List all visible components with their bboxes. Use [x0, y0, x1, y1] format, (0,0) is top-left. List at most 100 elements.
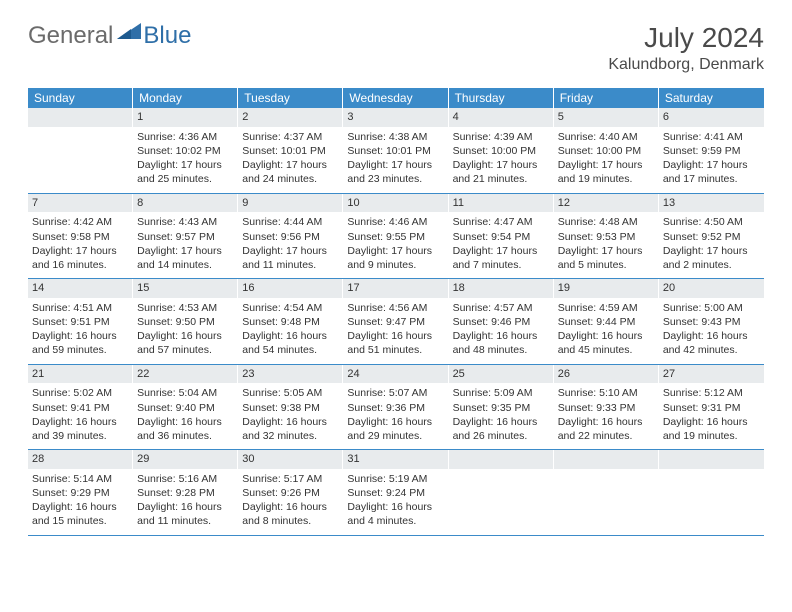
sunrise-line: Sunrise: 5:14 AM	[32, 472, 128, 486]
week-row: 21Sunrise: 5:02 AMSunset: 9:41 PMDayligh…	[28, 365, 764, 451]
daylight-line: Daylight: 16 hours and 36 minutes.	[137, 415, 233, 443]
day-number: 27	[659, 365, 764, 384]
day-cell: 31 Sunrise: 5:19 AMSunset: 9:24 PMDayligh…	[343, 450, 448, 535]
day-cell: 6Sunrise: 4:41 AMSunset: 9:59 PMDaylight…	[659, 108, 764, 193]
sunrise-line: Sunrise: 4:46 AM	[347, 215, 443, 229]
week-row: 7Sunrise: 4:42 AMSunset: 9:58 PMDaylight…	[28, 194, 764, 280]
day-number: 1	[133, 108, 237, 127]
daylight-line: Daylight: 17 hours and 9 minutes.	[347, 244, 443, 272]
sunset-line: Sunset: 9:50 PM	[137, 315, 233, 329]
daylight-line: Daylight: 17 hours and 14 minutes.	[137, 244, 233, 272]
daylight-line: Daylight: 17 hours and 7 minutes.	[453, 244, 549, 272]
sunset-line: Sunset: 9:31 PM	[663, 401, 760, 415]
month-title: July 2024	[608, 22, 764, 54]
sunrise-line: Sunrise: 5:16 AM	[137, 472, 233, 486]
day-cell: 18Sunrise: 4:57 AMSunset: 9:46 PMDayligh…	[449, 279, 554, 364]
daylight-line: Daylight: 17 hours and 17 minutes.	[663, 158, 760, 186]
sunset-line: Sunset: 9:52 PM	[663, 230, 760, 244]
daylight-line: Daylight: 16 hours and 42 minutes.	[663, 329, 760, 357]
sunset-line: Sunset: 9:35 PM	[453, 401, 549, 415]
day-cell: 7Sunrise: 4:42 AMSunset: 9:58 PMDaylight…	[28, 194, 133, 279]
day-cell: 19Sunrise: 4:59 AMSunset: 9:44 PMDayligh…	[554, 279, 659, 364]
weekday-header: Thursday	[449, 88, 554, 108]
weekday-header-row: SundayMondayTuesdayWednesdayThursdayFrid…	[28, 88, 764, 108]
logo-triangle-icon	[117, 21, 141, 39]
week-row: 14Sunrise: 4:51 AMSunset: 9:51 PMDayligh…	[28, 279, 764, 365]
logo: General Blue	[28, 22, 191, 50]
sunrise-line: Sunrise: 5:12 AM	[663, 386, 760, 400]
day-number-empty	[659, 450, 764, 469]
daylight-line: Daylight: 17 hours and 5 minutes.	[558, 244, 654, 272]
day-cell: 20Sunrise: 5:00 AMSunset: 9:43 PMDayligh…	[659, 279, 764, 364]
day-cell: 14Sunrise: 4:51 AMSunset: 9:51 PMDayligh…	[28, 279, 133, 364]
sunset-line: Sunset: 9:57 PM	[137, 230, 233, 244]
sunset-line: Sunset: 9:48 PM	[242, 315, 338, 329]
sunrise-line: Sunrise: 4:44 AM	[242, 215, 338, 229]
sunrise-line: Sunrise: 4:42 AM	[32, 215, 128, 229]
day-cell: 10 Sunrise: 4:46 AMSunset: 9:55 PMDayligh…	[343, 194, 448, 279]
sunset-line: Sunset: 9:55 PM	[347, 230, 443, 244]
daylight-line: Daylight: 16 hours and 15 minutes.	[32, 500, 128, 528]
sunrise-line: Sunrise: 5:19 AM	[347, 472, 443, 486]
day-cell: 29Sunrise: 5:16 AMSunset: 9:28 PMDayligh…	[133, 450, 238, 535]
day-number: 12	[554, 194, 658, 213]
daylight-line: Daylight: 17 hours and 21 minutes.	[453, 158, 549, 186]
day-cell: 23Sunrise: 5:05 AMSunset: 9:38 PMDayligh…	[238, 365, 343, 450]
sunset-line: Sunset: 9:38 PM	[242, 401, 338, 415]
day-cell: 24Sunrise: 5:07 AMSunset: 9:36 PMDayligh…	[343, 365, 448, 450]
day-number: 28	[28, 450, 132, 469]
day-number-empty	[28, 108, 132, 127]
weeks-container: 1Sunrise: 4:36 AMSunset: 10:02 PMDayligh…	[28, 108, 764, 536]
day-number: 2	[238, 108, 342, 127]
sunrise-line: Sunrise: 4:57 AM	[453, 301, 549, 315]
sunset-line: Sunset: 10:01 PM	[347, 144, 443, 158]
day-cell: 3Sunrise: 4:38 AMSunset: 10:01 PMDayligh…	[343, 108, 448, 193]
daylight-line: Daylight: 16 hours and 8 minutes.	[242, 500, 338, 528]
sunset-line: Sunset: 10:00 PM	[453, 144, 549, 158]
day-number: 21	[28, 365, 132, 384]
sunset-line: Sunset: 9:59 PM	[663, 144, 760, 158]
day-number: 10	[343, 194, 447, 213]
daylight-line: Daylight: 17 hours and 11 minutes.	[242, 244, 338, 272]
sunset-line: Sunset: 9:24 PM	[347, 486, 443, 500]
sunset-line: Sunset: 9:44 PM	[558, 315, 654, 329]
day-cell: 9Sunrise: 4:44 AMSunset: 9:56 PMDaylight…	[238, 194, 343, 279]
weekday-header: Sunday	[28, 88, 133, 108]
day-number: 24	[343, 365, 447, 384]
sunrise-line: Sunrise: 4:43 AM	[137, 215, 233, 229]
sunset-line: Sunset: 9:47 PM	[347, 315, 443, 329]
daylight-line: Daylight: 17 hours and 25 minutes.	[137, 158, 233, 186]
daylight-line: Daylight: 16 hours and 59 minutes.	[32, 329, 128, 357]
day-cell	[449, 450, 554, 535]
sunrise-line: Sunrise: 4:56 AM	[347, 301, 443, 315]
day-cell: 15Sunrise: 4:53 AMSunset: 9:50 PMDayligh…	[133, 279, 238, 364]
day-cell	[28, 108, 133, 193]
day-number: 31	[343, 450, 447, 469]
day-number: 5	[554, 108, 658, 127]
daylight-line: Daylight: 16 hours and 39 minutes.	[32, 415, 128, 443]
day-cell: 27Sunrise: 5:12 AMSunset: 9:31 PMDayligh…	[659, 365, 764, 450]
location: Kalundborg, Denmark	[608, 56, 764, 74]
sunset-line: Sunset: 9:51 PM	[32, 315, 128, 329]
sunrise-line: Sunrise: 4:39 AM	[453, 130, 549, 144]
sunrise-line: Sunrise: 5:07 AM	[347, 386, 443, 400]
daylight-line: Daylight: 17 hours and 24 minutes.	[242, 158, 338, 186]
day-number: 25	[449, 365, 553, 384]
day-number: 15	[133, 279, 237, 298]
logo-word-general: General	[28, 22, 113, 50]
day-cell: 21Sunrise: 5:02 AMSunset: 9:41 PMDayligh…	[28, 365, 133, 450]
daylight-line: Daylight: 16 hours and 51 minutes.	[347, 329, 443, 357]
sunset-line: Sunset: 9:40 PM	[137, 401, 233, 415]
day-number: 3	[343, 108, 447, 127]
day-number: 20	[659, 279, 764, 298]
day-number: 16	[238, 279, 342, 298]
sunset-line: Sunset: 9:33 PM	[558, 401, 654, 415]
sunset-line: Sunset: 10:02 PM	[137, 144, 233, 158]
day-number: 17	[343, 279, 447, 298]
sunrise-line: Sunrise: 4:50 AM	[663, 215, 760, 229]
daylight-line: Daylight: 16 hours and 11 minutes.	[137, 500, 233, 528]
sunrise-line: Sunrise: 4:37 AM	[242, 130, 338, 144]
daylight-line: Daylight: 16 hours and 4 minutes.	[347, 500, 443, 528]
day-cell: 4Sunrise: 4:39 AMSunset: 10:00 PMDayligh…	[449, 108, 554, 193]
day-number-empty	[554, 450, 658, 469]
